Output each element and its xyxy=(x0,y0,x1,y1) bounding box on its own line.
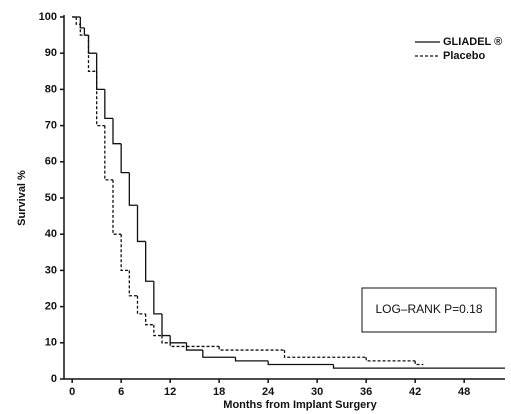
x-axis-label: Months from Implant Surgery xyxy=(223,399,377,411)
survival-step xyxy=(128,270,138,297)
legend-label: Placebo xyxy=(443,50,485,62)
y-tick-label: 0 xyxy=(51,373,57,385)
survival-step xyxy=(112,118,122,145)
x-tick-label: 42 xyxy=(409,386,421,398)
survival-step xyxy=(104,89,113,120)
x-tick-label: 30 xyxy=(311,386,323,398)
y-tick-label: 90 xyxy=(45,47,57,59)
survival-step xyxy=(79,17,85,29)
survival-step xyxy=(136,205,146,243)
survival-step xyxy=(153,281,162,315)
annotation-box xyxy=(361,287,497,333)
x-tick-label: 48 xyxy=(458,386,470,398)
y-tick-label: 100 xyxy=(39,11,57,23)
x-tick-label: 24 xyxy=(262,386,275,398)
x-tick-label: 0 xyxy=(69,386,75,398)
survival-step xyxy=(414,360,424,366)
y-tick-label: 20 xyxy=(45,301,57,313)
survival-step xyxy=(75,17,81,25)
x-tick-label: 18 xyxy=(213,386,225,398)
survival-step xyxy=(145,313,154,326)
y-tick-label: 60 xyxy=(45,156,57,168)
y-tick-label: 50 xyxy=(45,192,57,204)
survival-step xyxy=(218,346,285,351)
survival-step xyxy=(120,234,130,272)
survival-step xyxy=(169,342,220,348)
survival-step xyxy=(87,35,97,72)
survival-step xyxy=(332,364,505,369)
survival-step xyxy=(153,324,162,337)
annotation: LOG–RANK P=0.18 xyxy=(375,302,482,316)
survival-step xyxy=(136,295,146,315)
y-tick-label: 30 xyxy=(45,264,57,276)
y-tick-label: 10 xyxy=(45,337,57,349)
x-tick-label: 12 xyxy=(164,386,176,398)
survival-step xyxy=(96,53,105,91)
y-tick-label: 80 xyxy=(45,83,57,95)
legend-label: GLIADEL ® xyxy=(443,36,502,48)
survival-step xyxy=(365,357,416,362)
survival-step xyxy=(79,24,89,36)
survival-step xyxy=(267,360,334,366)
x-tick-label: 6 xyxy=(118,386,124,398)
survival-step xyxy=(185,342,203,351)
survival-step xyxy=(161,335,171,344)
y-axis-label: Survival % xyxy=(16,170,28,226)
y-tick-label: 70 xyxy=(45,120,57,132)
survival-step xyxy=(234,357,269,362)
survival-step xyxy=(202,350,236,358)
survival-step xyxy=(128,172,138,206)
survival-step xyxy=(120,143,130,174)
y-tick-label: 40 xyxy=(45,228,57,240)
survival-step xyxy=(145,241,154,282)
survival-step xyxy=(283,350,367,358)
x-tick-label: 36 xyxy=(360,386,372,398)
